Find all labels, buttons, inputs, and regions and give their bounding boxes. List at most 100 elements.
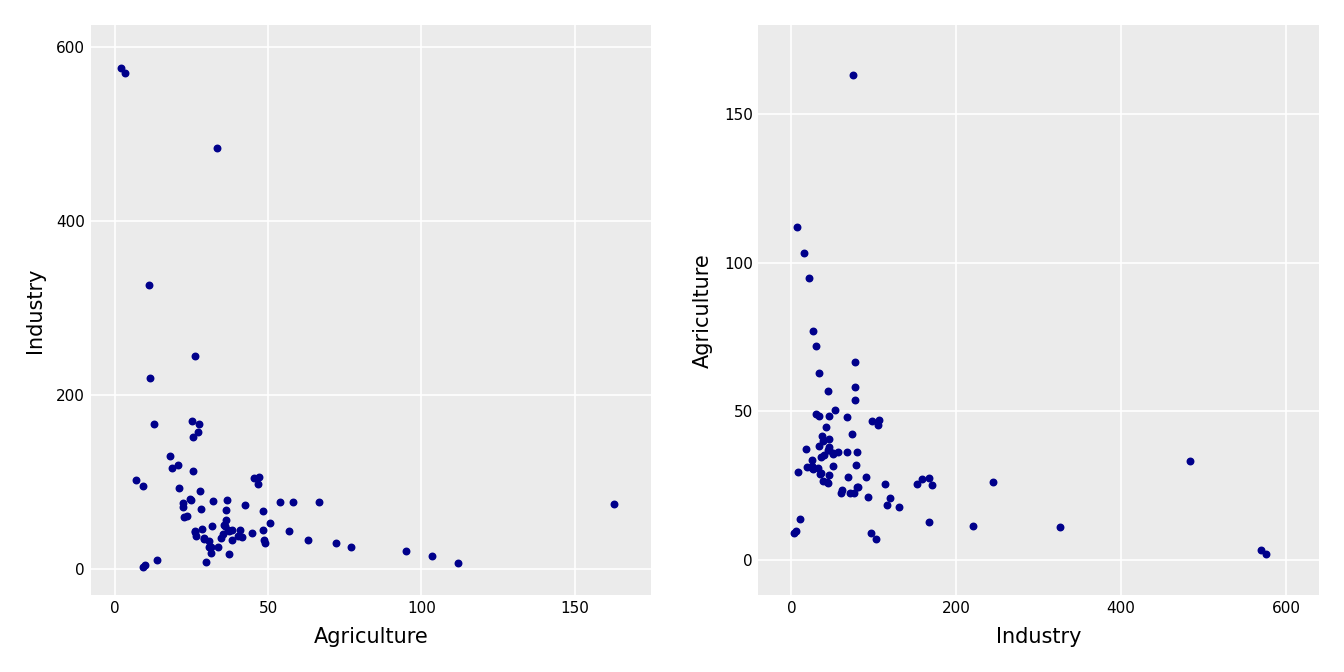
Point [962, 520, 984, 531]
Point [867, 419, 888, 430]
Point [831, 488, 852, 499]
Point [216, 494, 238, 505]
Point [790, 513, 812, 524]
Point [253, 534, 274, 545]
Point [200, 547, 222, 558]
Point [200, 542, 222, 553]
Point [448, 558, 469, 569]
Point [848, 482, 870, 493]
Point [788, 466, 809, 477]
Point [194, 532, 215, 543]
Point [184, 351, 206, 362]
Point [278, 526, 300, 536]
X-axis label: Agriculture: Agriculture [313, 627, 429, 647]
Point [249, 472, 270, 482]
Point [270, 497, 292, 507]
Y-axis label: Agriculture: Agriculture [694, 253, 712, 368]
Point [809, 468, 831, 479]
Point [982, 476, 1004, 487]
Point [824, 405, 845, 415]
Point [801, 462, 823, 473]
Point [841, 429, 863, 439]
Point [844, 356, 866, 367]
Point [844, 382, 866, 392]
Point [207, 542, 228, 553]
Point [843, 70, 864, 81]
Point [823, 449, 844, 460]
Point [202, 496, 223, 507]
Point [836, 411, 857, 422]
Point [227, 531, 249, 542]
Point [253, 505, 274, 516]
Point [844, 394, 866, 405]
Point [254, 538, 276, 548]
Point [134, 560, 156, 571]
Point [911, 474, 933, 485]
Point [421, 551, 442, 562]
Point [212, 529, 234, 540]
Point [810, 452, 832, 462]
Point [874, 479, 895, 490]
Point [817, 477, 839, 488]
Point [828, 447, 849, 458]
Point [180, 495, 202, 506]
Point [297, 534, 319, 545]
Point [816, 421, 837, 432]
Point [812, 476, 833, 487]
Point [918, 473, 939, 484]
Point [817, 444, 839, 455]
Point [817, 411, 839, 421]
Point [809, 410, 831, 421]
Point [247, 478, 269, 489]
Point [812, 431, 833, 442]
Point [184, 526, 206, 537]
Point [796, 444, 817, 454]
Point [173, 502, 195, 513]
Point [1250, 544, 1271, 555]
Point [810, 468, 832, 478]
Point [206, 142, 227, 153]
Point [1050, 521, 1071, 532]
Y-axis label: Industry: Industry [26, 267, 44, 353]
Point [797, 462, 818, 472]
Point [857, 492, 879, 503]
Point [888, 501, 910, 512]
Point [282, 497, 304, 507]
Point [140, 372, 161, 383]
Point [816, 476, 837, 487]
Point [181, 416, 203, 427]
Point [866, 534, 887, 544]
Point [837, 471, 859, 482]
Point [817, 433, 839, 444]
Point [195, 557, 216, 568]
Point [786, 222, 808, 233]
Point [1180, 456, 1202, 467]
Point [805, 341, 827, 351]
Point [817, 445, 839, 456]
Point [168, 460, 190, 470]
Point [817, 386, 839, 396]
Point [173, 498, 195, 509]
Point [242, 528, 263, 538]
Point [192, 523, 214, 534]
Point [210, 532, 231, 543]
Point [839, 488, 860, 499]
Point [125, 474, 146, 485]
Point [862, 416, 883, 427]
Point [243, 472, 265, 483]
Point [188, 419, 210, 429]
Point [190, 485, 211, 496]
Point [817, 441, 839, 452]
Point [199, 542, 220, 553]
Point [802, 464, 824, 474]
Point [114, 67, 136, 78]
Point [110, 62, 132, 73]
Point [222, 525, 243, 536]
Point [184, 526, 206, 536]
Point [144, 419, 165, 429]
Point [146, 554, 168, 565]
Point [138, 280, 160, 291]
Point [921, 480, 942, 491]
Point [876, 499, 898, 510]
Point [194, 534, 215, 544]
